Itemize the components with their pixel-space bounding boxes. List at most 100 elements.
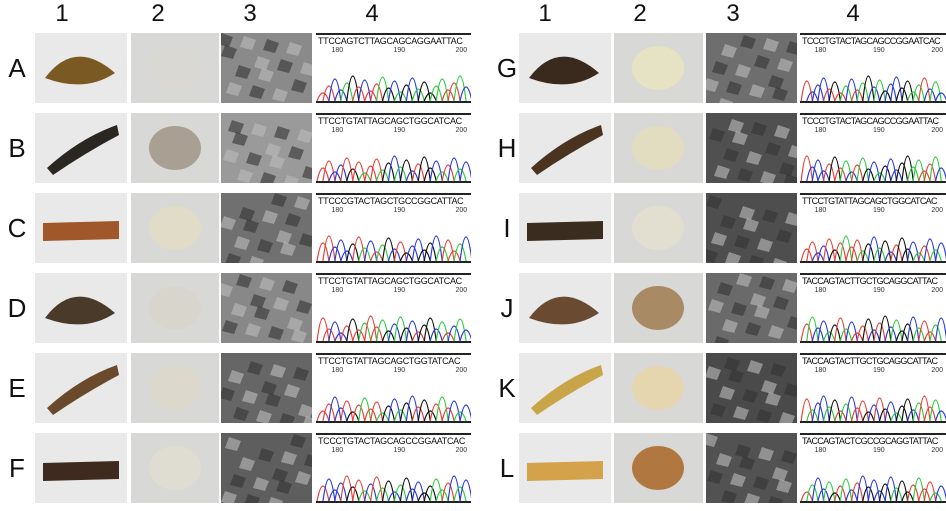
trace-peak-A <box>393 316 408 342</box>
sem-texture <box>239 207 255 221</box>
powder-photo <box>131 113 219 183</box>
trace-peak-C <box>364 483 378 502</box>
trace-peak-G <box>895 480 909 502</box>
trace-peak-A <box>376 319 390 342</box>
trace-peak-A <box>429 85 443 102</box>
sem-texture <box>254 306 270 320</box>
position-tick: 180 <box>331 367 344 374</box>
sem-texture <box>749 84 765 98</box>
sem-texture <box>265 143 281 157</box>
trace-peak-T <box>322 160 336 182</box>
trace-peak-C <box>817 245 830 262</box>
chromatogram: TACCAGTACTTGCTGCAGGCATTAC 180 190 200 <box>800 273 946 343</box>
trace-peak-G <box>879 315 892 342</box>
trace-peak-A <box>873 247 886 262</box>
trace-peak-T <box>800 155 813 182</box>
trace-peak-C <box>845 396 858 422</box>
trace-peak-G <box>879 483 892 502</box>
specimen-photo <box>519 33 611 103</box>
trace-peak-T <box>890 244 903 262</box>
powder-pile <box>149 366 201 410</box>
trace-peak-T <box>364 315 378 342</box>
sem-texture <box>271 193 287 207</box>
sem-texture <box>288 146 304 160</box>
position-tick: 190 <box>873 367 885 374</box>
sem-texture <box>714 165 730 179</box>
position-tick: 190 <box>393 367 406 374</box>
trace-peak-G <box>895 162 909 182</box>
trace-peak-T <box>370 401 384 422</box>
trace-peak-C <box>429 328 443 342</box>
sem-texture <box>228 120 244 134</box>
powder-photo <box>131 353 219 423</box>
base-sequence: TTCCTGTATTAGCAGCTGGCATCAC <box>318 276 462 286</box>
sem-texture <box>221 387 235 401</box>
trace-peak-A <box>890 319 903 342</box>
sem-texture <box>721 44 737 58</box>
sem-texture <box>744 493 760 503</box>
trace-peak-A <box>929 156 942 182</box>
sem-texture <box>759 276 775 290</box>
trace-peak-G <box>417 156 431 182</box>
sem-texture <box>772 87 788 101</box>
trace-peak-T <box>340 475 354 502</box>
trace-peak-A <box>358 397 372 422</box>
sem-texture <box>768 75 784 89</box>
trace-peak-A <box>376 487 390 502</box>
trace-peak-T <box>923 406 937 422</box>
trace-peak-T <box>823 238 836 262</box>
sem-texture <box>724 357 740 371</box>
sem-texture <box>279 413 295 423</box>
sem-image <box>706 193 797 263</box>
sem-texture <box>723 148 739 162</box>
specimen-shape <box>43 461 119 481</box>
position-tick: 190 <box>393 447 406 454</box>
sem-texture <box>742 389 758 403</box>
sem-texture <box>291 79 307 93</box>
trace-peak-C <box>387 398 402 422</box>
sem-texture <box>711 232 727 246</box>
specimen-photo <box>35 273 127 343</box>
specimen-photo <box>35 113 127 183</box>
sem-texture <box>776 229 792 243</box>
sem-texture <box>728 369 744 383</box>
sem-texture <box>296 300 312 314</box>
trace-peak-A <box>929 249 942 262</box>
trace-peak-A <box>453 243 467 262</box>
trace-peak-C <box>817 395 830 422</box>
trace-peak-A <box>929 324 942 342</box>
trace-peak-T <box>364 408 378 422</box>
sem-image <box>706 33 797 103</box>
trace-peak-T <box>834 410 847 422</box>
trace-peak-T <box>340 325 354 342</box>
position-tick: 180 <box>814 287 827 294</box>
trace-peak-C <box>459 86 471 102</box>
sem-texture <box>221 491 237 503</box>
trace-peak-A <box>435 171 449 182</box>
sem-texture <box>765 142 781 156</box>
position-tick: 180 <box>814 207 827 214</box>
panel-label: G <box>496 53 518 83</box>
base-sequence: TCCCTGTACTAGCAGCCGGAATCAC <box>802 36 941 46</box>
sem-texture <box>751 122 767 136</box>
sem-texture <box>240 36 256 50</box>
position-tick: 190 <box>873 127 885 134</box>
position-tick: 200 <box>455 207 468 214</box>
trace-peak-C <box>923 88 937 102</box>
sem-texture <box>226 82 242 96</box>
trace-peak-A <box>912 402 925 422</box>
sem-texture <box>787 316 797 330</box>
trace-peak-A <box>376 76 390 102</box>
trace-peak-C <box>806 166 819 182</box>
trace-peak-T <box>907 484 920 502</box>
specimen-photo <box>519 193 611 263</box>
trace-peak-C <box>867 329 881 342</box>
specimen-photo <box>35 193 127 263</box>
trace-peak-C <box>907 316 920 342</box>
trace-peak-G <box>423 410 437 422</box>
panel-label: I <box>503 213 511 243</box>
trace-peak-C <box>884 476 897 502</box>
trace-peak-G <box>423 92 437 102</box>
trace-peak-A <box>839 328 853 342</box>
trace-peak-A <box>839 85 853 102</box>
